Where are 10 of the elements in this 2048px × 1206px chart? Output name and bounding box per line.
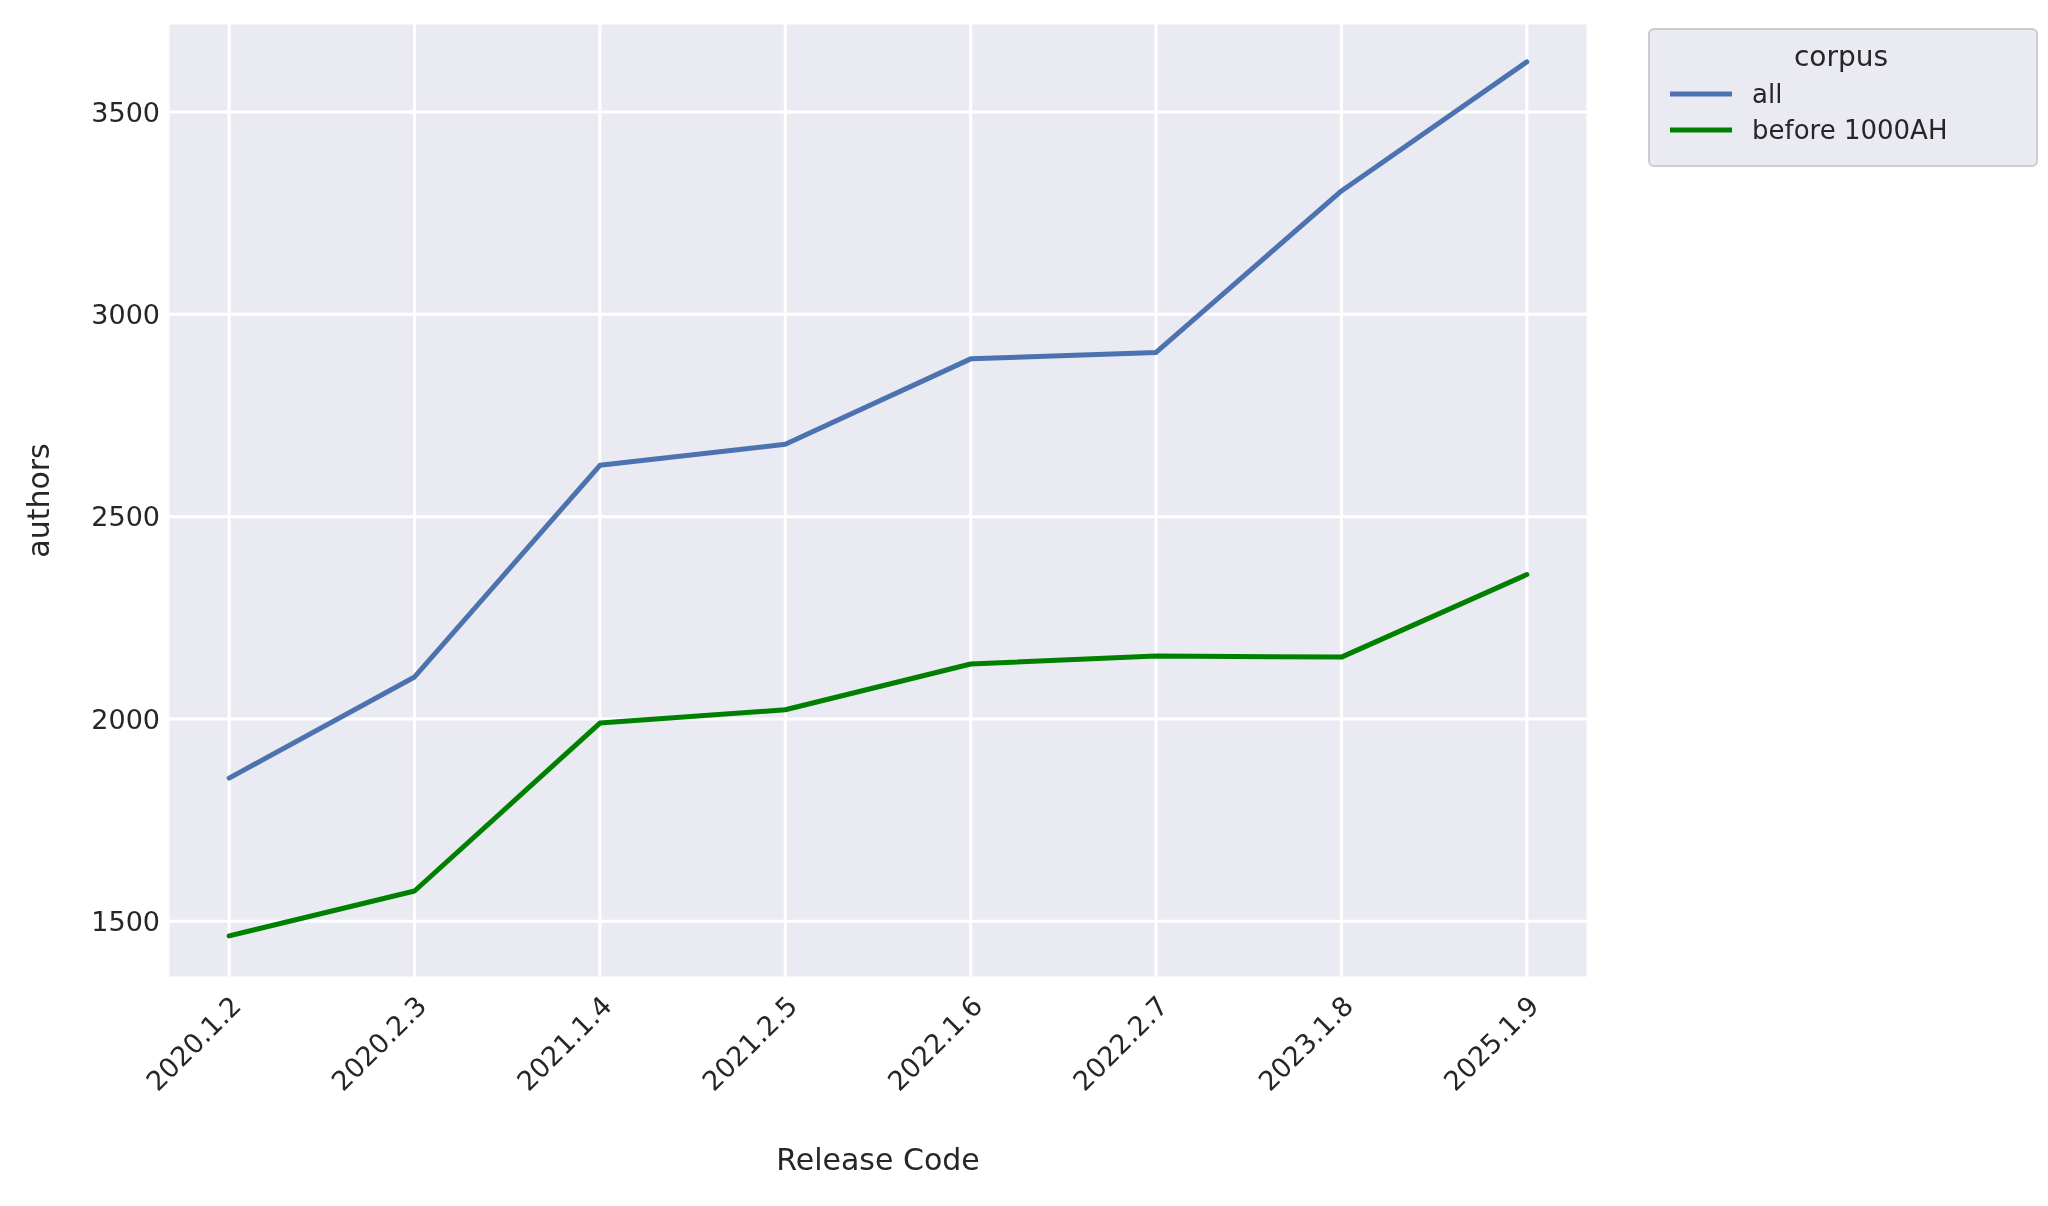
y-tick-label: 1500 [91, 905, 160, 937]
y-tick-label: 2000 [91, 703, 160, 735]
y-tick-label: 2500 [91, 501, 160, 533]
x-axis-title: Release Code [776, 1142, 980, 1177]
y-axis-title: authors [20, 443, 56, 558]
legend-label: all [1752, 79, 1783, 109]
y-tick-label: 3000 [91, 298, 160, 330]
y-tick-label: 3500 [91, 96, 160, 128]
legend-label: before 1000AH [1752, 115, 1948, 145]
legend-title: corpus [1792, 40, 1890, 73]
